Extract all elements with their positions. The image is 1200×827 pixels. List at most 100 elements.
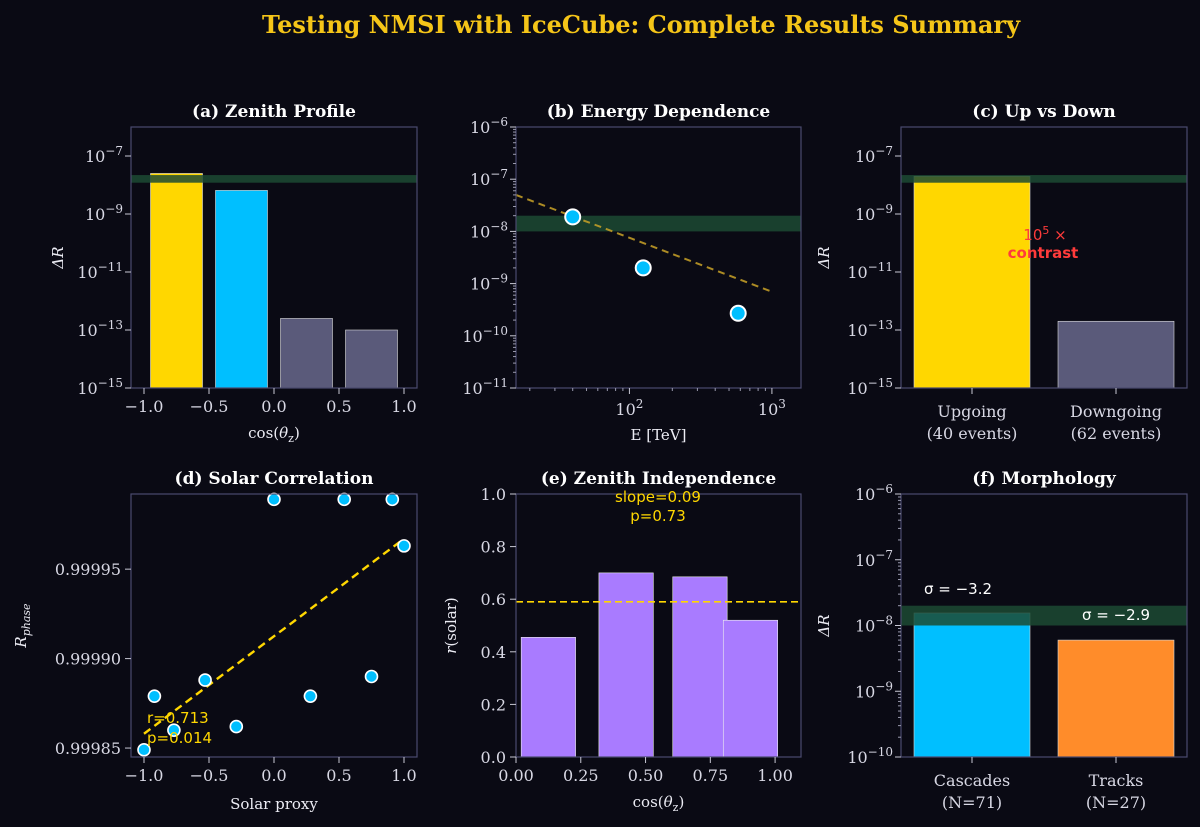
panel-b: 10−11 10−10 10−9 10−8 10−7 10−6 102 103 (b) Ener…: [462, 102, 802, 444]
panel-title-f: (f) Morphology: [972, 469, 1117, 489]
panel-d: 0.99985 0.99990 0.99995 −1.0 −0.5 0.0 0.5 1.0 r=…: [12, 469, 418, 813]
category-count-label: (40 events): [927, 424, 1018, 443]
y-tick-label: 1.0: [481, 485, 506, 504]
y-tick-label: 0.8: [481, 538, 506, 557]
panel-f: 10−10 10−9 10−8 10−7 10−6 Cascades (N=71) Track…: [815, 469, 1188, 812]
panel-c: 10−15 10−13 10−11 10−9 10−7 Upgoing (40 events…: [815, 102, 1188, 443]
category-count-label: (N=71): [942, 793, 1002, 812]
plot-frame: [515, 126, 802, 389]
x-tick-label: 103: [758, 397, 786, 419]
x-tick-label: 0.5: [326, 397, 351, 416]
panel-e: 0.0 0.2 0.4 0.6 0.8 1.0 0.00 0.25 0.50 0.75 1.00 sl…: [442, 469, 802, 814]
data-point: [267, 492, 281, 507]
x-tick-label: 0.50: [628, 766, 664, 785]
data-point: [167, 723, 181, 737]
data-point: [229, 719, 244, 734]
data-point: [303, 689, 318, 703]
signal-band: [901, 175, 1187, 183]
category-count-label: (N=27): [1086, 793, 1146, 812]
x-tick-label: −1.0: [125, 397, 164, 416]
data-point: [364, 669, 379, 684]
y-tick-label-b: 10−8: [470, 219, 508, 241]
fit-line: [515, 193, 773, 293]
x-tick-label: 0.5: [326, 766, 351, 785]
slope-p-label: p=0.73: [630, 507, 686, 525]
bar: [1057, 639, 1175, 758]
data-point: [564, 208, 582, 226]
x-tick-label: 102: [615, 397, 643, 419]
data-point: [385, 492, 400, 507]
bar: [520, 637, 576, 758]
y-tick-label: 0.99995: [55, 560, 121, 579]
panel-title-d: (d) Solar Correlation: [175, 469, 374, 489]
signal-band: [516, 215, 801, 232]
bar: [1057, 320, 1175, 389]
bar: [913, 175, 1031, 389]
data-point: [634, 259, 652, 277]
signal-band: [131, 175, 417, 183]
x-axis-label-e: cos(θz): [633, 793, 685, 814]
x-axis-label-a: cos(θz): [248, 424, 300, 445]
y-tick-label: 0.2: [481, 695, 506, 714]
y-axis-label-d: Rphase: [12, 603, 33, 649]
x-tick-label: 0.75: [693, 766, 729, 785]
panel-title-e: (e) Zenith Independence: [541, 469, 776, 489]
x-tick-label: 0.25: [563, 766, 599, 785]
y-axis-label-a: ΔR: [49, 246, 67, 269]
x-tick-label: 0.0: [261, 766, 286, 785]
x-axis-label-b: E [TeV]: [631, 426, 687, 444]
y-tick-label: 0.4: [481, 643, 506, 662]
x-tick-label: −1.0: [125, 766, 164, 785]
y-axis-label-f: ΔR: [815, 614, 833, 637]
bar: [722, 619, 778, 758]
sigma-label: σ = −3.2: [924, 580, 992, 598]
y-tick-label-b: 10−7: [470, 167, 508, 189]
y-tick-label-f: 10−6: [855, 482, 893, 504]
slope-label: slope=0.09: [615, 488, 701, 506]
y-tick-label: 0.0: [481, 748, 506, 767]
category-count-label: (62 events): [1071, 424, 1162, 443]
y-tick-label-c: 10−13: [847, 318, 893, 340]
y-tick-label-a: 10−7: [85, 144, 123, 166]
y-tick-label-f: 10−9: [855, 679, 893, 701]
x-tick-label: 0.00: [498, 766, 534, 785]
x-axis-label-d: Solar proxy: [230, 795, 318, 813]
y-tick-label-f: 10−8: [855, 614, 893, 636]
plot-frame: [515, 493, 802, 758]
panel-a: 10−15 10−13 10−11 10−9 10−7 −1.0 −0.5 0.0 0.5 1.0…: [49, 102, 418, 445]
data-point: [729, 304, 747, 322]
data-point: [137, 743, 151, 757]
y-tick-label-f: 10−10: [847, 745, 893, 767]
figure-title: Testing NMSI with IceCube: Complete Resu…: [262, 10, 1021, 39]
plot-frame: [900, 126, 1188, 389]
x-tick-label: 1.00: [757, 766, 793, 785]
fit-line: [143, 537, 405, 735]
y-tick-label-b: 10−11: [462, 376, 508, 398]
bar: [672, 576, 728, 758]
signal-band: [901, 605, 1187, 626]
category-label: Upgoing: [937, 402, 1006, 421]
bar: [150, 173, 203, 389]
y-tick-label: 0.99990: [55, 650, 121, 669]
category-label: Cascades: [934, 771, 1010, 790]
bar: [598, 572, 654, 758]
y-tick-label-c: 10−7: [855, 144, 893, 166]
y-tick-label-a: 10−15: [77, 376, 123, 398]
y-tick-label-b: 10−9: [470, 272, 508, 294]
bar: [345, 329, 398, 389]
bar: [280, 318, 333, 389]
panel-title-b: (b) Energy Dependence: [547, 102, 771, 122]
y-tick-label: 0.6: [481, 590, 506, 609]
data-point: [337, 492, 352, 507]
y-tick-label-b: 10−10: [462, 324, 508, 346]
bar: [215, 190, 268, 389]
y-tick-label-a: 10−13: [77, 318, 123, 340]
category-label: Downgoing: [1070, 402, 1162, 421]
category-label: Tracks: [1089, 771, 1144, 790]
data-point: [147, 689, 162, 703]
correlation-p: p=0.014: [147, 729, 212, 747]
y-tick-label-a: 10−11: [77, 260, 123, 282]
data-point: [198, 673, 212, 687]
x-tick-label: −0.5: [190, 397, 229, 416]
